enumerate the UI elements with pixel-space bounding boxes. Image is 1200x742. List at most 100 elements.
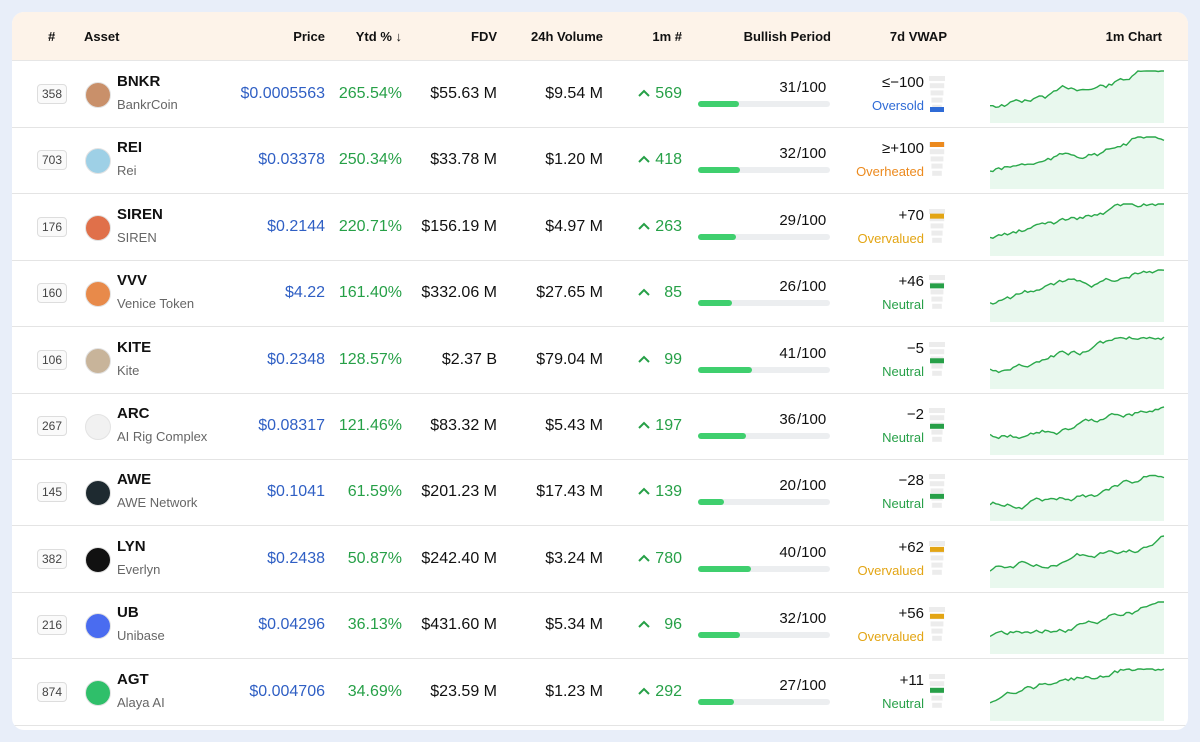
table-row[interactable]: 160 VVV Venice Token $4.22 161.40% $332.06 M $… — [12, 260, 1188, 328]
asset-symbol: ARC — [117, 405, 150, 422]
col-bullish[interactable]: Bullish Period — [743, 29, 831, 44]
rank-badge: 216 — [37, 615, 68, 636]
m1-count: 263 — [655, 217, 682, 235]
col-volume[interactable]: 24h Volume — [530, 29, 603, 44]
sparkline-area — [990, 336, 1164, 389]
gauge-marker — [930, 494, 944, 500]
gauge-step — [929, 208, 945, 214]
table-row[interactable]: 106 KITE Kite $0.2348 128.57% $2.37 B $79.04 M… — [12, 327, 1188, 394]
vwap-value: −2 — [906, 406, 924, 423]
table-row[interactable]: 358 BNKR BankrCoin $0.0005563 265.54% $55.63 … — [12, 61, 1188, 128]
vwap-gauge — [929, 142, 945, 177]
sparkline-area — [990, 475, 1164, 522]
gauge-step — [931, 230, 943, 236]
bullish-scale: /100 — [797, 676, 827, 694]
volume: $5.34 M — [545, 616, 603, 634]
bullish-scale: /100 — [797, 344, 827, 362]
gauge-step — [932, 237, 942, 243]
table-row[interactable]: 267 ARC AI Rig Complex $0.08317 121.46% $83.3… — [12, 393, 1188, 460]
gauge-marker — [930, 107, 944, 112]
rank-badge: 145 — [37, 482, 68, 503]
gauge-step — [929, 540, 945, 546]
vwap-value: ≥+100 — [881, 140, 924, 158]
vwap-gauge — [929, 673, 945, 708]
bullish-scale: /100 — [797, 610, 827, 628]
fdv: $332.06 M — [421, 284, 497, 302]
up-arrow — [638, 89, 650, 97]
price: $0.004706 — [249, 682, 325, 700]
asset-symbol: AWE — [117, 471, 152, 489]
bullish-value: 32 — [779, 610, 796, 628]
m1-count: 569 — [655, 85, 682, 102]
ytd-change: 121.46% — [338, 417, 402, 434]
m1-count: 780 — [655, 549, 682, 567]
bullish-track — [698, 366, 830, 373]
table-row[interactable]: 382 LYN Everlyn $0.2438 50.87% $242.40 M $3.24… — [12, 526, 1188, 593]
bullish-scale: /100 — [797, 79, 827, 96]
price: $0.04296 — [258, 616, 325, 634]
sparkline-area — [990, 71, 1164, 123]
sparkline — [990, 535, 1165, 588]
volume: $5.43 M — [545, 417, 603, 434]
bullish-track — [698, 101, 830, 107]
ytd-change: 50.87% — [347, 549, 402, 567]
col-price[interactable]: Price — [293, 29, 325, 44]
volume: $3.24 M — [545, 549, 603, 567]
asset-symbol: VVV — [117, 272, 148, 290]
bullish-scale: /100 — [797, 543, 827, 561]
asset-symbol: KITE — [117, 338, 152, 356]
vwap-status: Neutral — [882, 496, 924, 512]
sparkline — [990, 475, 1165, 522]
ytd-change: 34.69% — [347, 682, 402, 700]
sparkline-area — [990, 137, 1164, 190]
volume: $9.54 M — [545, 85, 603, 102]
gauge-step — [929, 149, 945, 155]
fdv: $2.37 B — [441, 350, 497, 368]
bullish-scale: /100 — [797, 411, 827, 428]
asset-name: Kite — [117, 362, 140, 378]
arrow-path — [638, 620, 650, 628]
asset-symbol: UB — [117, 604, 139, 622]
gauge-step — [929, 275, 945, 281]
col-fdv[interactable]: FDV — [471, 29, 497, 44]
asset-logo — [85, 613, 111, 640]
vwap-value: −28 — [898, 472, 924, 490]
arrow-path — [638, 487, 650, 496]
vwap-value: +56 — [898, 605, 924, 623]
asset-logo — [85, 546, 111, 573]
bullish-bar — [698, 632, 741, 639]
fdv: $201.23 M — [421, 483, 497, 501]
ytd-change: 220.71% — [338, 217, 402, 235]
gauge-step — [931, 628, 943, 634]
arrow-path — [638, 89, 650, 97]
arrow-path — [638, 687, 650, 695]
rank-badge: 176 — [37, 216, 68, 237]
gauge-step — [929, 341, 945, 347]
table-row[interactable]: 145 AWE AWE Network $0.1041 61.59% $201.23 M $… — [12, 459, 1188, 527]
bullish-bar — [698, 101, 739, 107]
vwap-gauge — [929, 474, 945, 509]
gauge-step — [929, 607, 945, 613]
vwap-value: +70 — [898, 206, 924, 224]
col-m1[interactable]: 1m # — [652, 29, 682, 44]
table-row[interactable]: 874 AGT Alaya AI $0.004706 34.69% $23.59 M $1.… — [12, 659, 1188, 726]
ytd-change: 161.40% — [338, 284, 402, 302]
sparkline-line — [990, 136, 1165, 173]
table-card: # Asset Price Ytd % ↓ FDV 24h Volume 1m … — [12, 12, 1188, 730]
col-ytd[interactable]: Ytd % ↓ — [355, 29, 402, 44]
table-row[interactable]: 216 UB Unibase $0.04296 36.13% $431.60 M $5.34… — [12, 592, 1188, 660]
gauge-step — [932, 702, 942, 708]
m1-count: 292 — [655, 682, 682, 700]
table-row[interactable]: 703 REI Rei $0.03378 250.34% $33.78 M $1.20 M 4… — [12, 127, 1188, 195]
table-row[interactable]: 176 SIREN SIREN $0.2144 220.71% $156.19 M $4.9… — [12, 194, 1188, 261]
sparkline — [990, 136, 1165, 190]
asset-name: AWE Network — [117, 495, 198, 511]
volume: $4.97 M — [545, 217, 603, 235]
bullish-bar — [698, 499, 725, 506]
up-arrow — [638, 687, 650, 695]
gauge-step — [931, 562, 943, 568]
bullish-scale: /100 — [797, 278, 827, 296]
vwap-status: Neutral — [882, 695, 924, 711]
asset-name: Venice Token — [117, 296, 195, 312]
col-vwap[interactable]: 7d VWAP — [889, 29, 947, 44]
